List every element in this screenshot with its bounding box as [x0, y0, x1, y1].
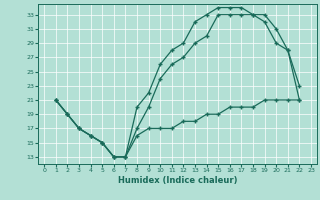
X-axis label: Humidex (Indice chaleur): Humidex (Indice chaleur) [118, 176, 237, 185]
